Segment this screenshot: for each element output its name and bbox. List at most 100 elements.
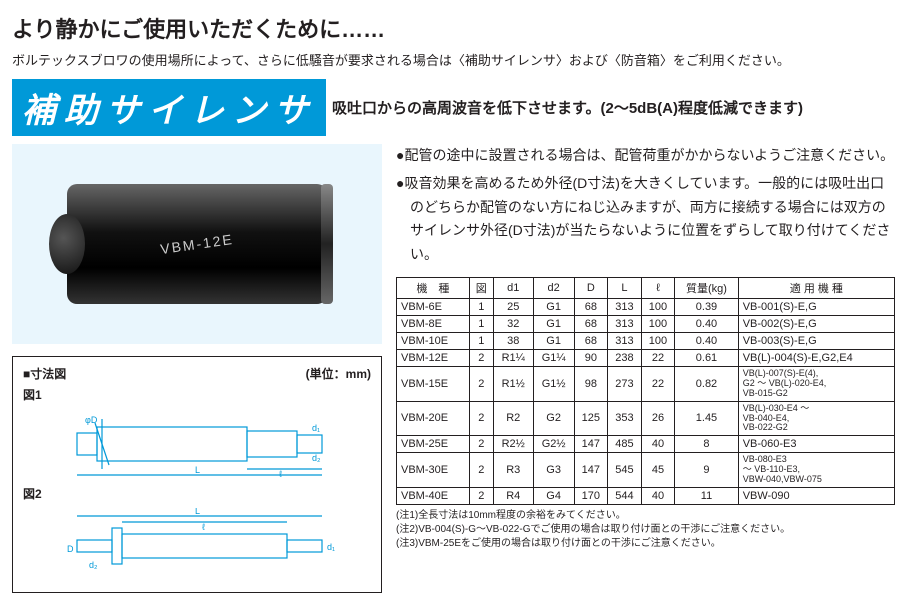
table-cell: 25 xyxy=(493,298,533,315)
table-cell: 11 xyxy=(675,488,738,505)
table-cell: G1 xyxy=(533,332,574,349)
table-cell: VBM-12E xyxy=(397,349,470,366)
svg-text:L: L xyxy=(195,465,200,475)
table-cell: 22 xyxy=(641,349,675,366)
table-cell: 2 xyxy=(469,488,493,505)
table-cell: VB(L)-004(S)-E,G2,E4 xyxy=(738,349,894,366)
bullet-item: ●配管の途中に設置される場合は、配管荷重がかからないようご注意ください。 xyxy=(396,144,895,168)
table-row: VBM-12E2R1¼G1¼90238220.61VB(L)-004(S)-E,… xyxy=(397,349,895,366)
table-cell: VB-003(S)-E,G xyxy=(738,332,894,349)
table-header: 質量(kg) xyxy=(675,277,738,298)
svg-text:D: D xyxy=(67,544,74,554)
table-cell: 2 xyxy=(469,436,493,453)
table-cell: VBM-40E xyxy=(397,488,470,505)
table-cell: 2 xyxy=(469,366,493,401)
table-cell: 38 xyxy=(493,332,533,349)
table-row: VBM-15E2R1½G1½98273220.82VB(L)-007(S)-E(… xyxy=(397,366,895,401)
note-line: (注2)VB-004(S)-G〜VB-022-Gでご使用の場合は取り付け面との干… xyxy=(396,523,895,537)
table-cell: VB(L)-030-E4 〜VB-040-E4,VB-022-G2 xyxy=(738,401,894,436)
table-cell: 2 xyxy=(469,349,493,366)
section-badge: 補助サイレンサ xyxy=(12,79,326,136)
product-label: VBM-12E xyxy=(159,231,234,257)
table-cell: 545 xyxy=(608,453,642,488)
table-cell: 238 xyxy=(608,349,642,366)
table-cell: G3 xyxy=(533,453,574,488)
table-cell: 2 xyxy=(469,453,493,488)
table-header: 適 用 機 種 xyxy=(738,277,894,298)
table-cell: G1 xyxy=(533,315,574,332)
table-cell: 544 xyxy=(608,488,642,505)
section-subhead: 吸吐口からの高周波音を低下させます。(2〜5dB(A)程度低減できます) xyxy=(332,97,803,118)
svg-text:d₁: d₁ xyxy=(327,542,335,552)
table-row: VBM-6E125G1683131000.39VB-001(S)-E,G xyxy=(397,298,895,315)
table-cell: 313 xyxy=(608,315,642,332)
table-cell: 147 xyxy=(574,436,608,453)
table-header: 機 種 xyxy=(397,277,470,298)
table-cell: VBM-10E xyxy=(397,332,470,349)
table-cell: 98 xyxy=(574,366,608,401)
bullet-item: ●吸音効果を高めるため外径(D寸法)を大きくしています。一般的には吸吐出口のどち… xyxy=(396,172,895,267)
table-cell: 100 xyxy=(641,332,675,349)
table-cell: 273 xyxy=(608,366,642,401)
table-cell: R1½ xyxy=(493,366,533,401)
table-cell: G2½ xyxy=(533,436,574,453)
svg-text:L: L xyxy=(195,508,200,516)
table-cell: 2 xyxy=(469,401,493,436)
table-cell: 9 xyxy=(675,453,738,488)
table-cell: 147 xyxy=(574,453,608,488)
dimension-header: ■寸法図 xyxy=(23,365,66,382)
table-header: L xyxy=(608,277,642,298)
svg-text:ℓ: ℓ xyxy=(202,522,206,532)
table-cell: VBM-15E xyxy=(397,366,470,401)
product-photo: VBM-12E xyxy=(12,144,382,344)
fig1-label: 図1 xyxy=(23,386,371,403)
table-cell: 68 xyxy=(574,315,608,332)
table-cell: 125 xyxy=(574,401,608,436)
table-cell: 100 xyxy=(641,298,675,315)
note-line: (注1)全長寸法は10mm程度の余裕をみてください。 xyxy=(396,509,895,523)
table-cell: 1 xyxy=(469,298,493,315)
table-cell: 0.82 xyxy=(675,366,738,401)
table-cell: R2 xyxy=(493,401,533,436)
table-cell: VB-060-E3 xyxy=(738,436,894,453)
table-cell: 22 xyxy=(641,366,675,401)
table-cell: VBM-30E xyxy=(397,453,470,488)
table-cell: VB-080-E3〜 VB-110-E3,VBW-040,VBW-075 xyxy=(738,453,894,488)
table-cell: 8 xyxy=(675,436,738,453)
table-row: VBM-10E138G1683131000.40VB-003(S)-E,G xyxy=(397,332,895,349)
svg-text:ℓ: ℓ xyxy=(279,469,283,479)
svg-text:d₂: d₂ xyxy=(89,560,98,570)
svg-text:d₁: d₁ xyxy=(312,423,320,433)
table-cell: 26 xyxy=(641,401,675,436)
table-cell: 0.61 xyxy=(675,349,738,366)
diagram-2: L ℓ D d₂ d₁ xyxy=(23,508,371,578)
table-cell: G4 xyxy=(533,488,574,505)
fig2-label: 図2 xyxy=(23,485,371,502)
page-title: より静かにご使用いただくために…… xyxy=(12,12,895,44)
table-cell: 32 xyxy=(493,315,533,332)
table-cell: R3 xyxy=(493,453,533,488)
table-cell: VBM-8E xyxy=(397,315,470,332)
bullet-list: ●配管の途中に設置される場合は、配管荷重がかからないようご注意ください。 ●吸音… xyxy=(396,144,895,267)
table-cell: 68 xyxy=(574,298,608,315)
table-header: 図 xyxy=(469,277,493,298)
table-cell: 40 xyxy=(641,488,675,505)
table-cell: 0.39 xyxy=(675,298,738,315)
table-row: VBM-40E2R4G41705444011VBW-090 xyxy=(397,488,895,505)
table-cell: 45 xyxy=(641,453,675,488)
table-cell: 313 xyxy=(608,298,642,315)
table-cell: VBM-25E xyxy=(397,436,470,453)
table-row: VBM-8E132G1683131000.40VB-002(S)-E,G xyxy=(397,315,895,332)
note-line: (注3)VBM-25Eをご使用の場合は取り付け面との干渉にご注意ください。 xyxy=(396,537,895,551)
table-cell: 90 xyxy=(574,349,608,366)
table-cell: 313 xyxy=(608,332,642,349)
table-row: VBM-25E2R2½G2½147485408VB-060-E3 xyxy=(397,436,895,453)
table-cell: 1 xyxy=(469,315,493,332)
table-cell: VB-002(S)-E,G xyxy=(738,315,894,332)
table-notes: (注1)全長寸法は10mm程度の余裕をみてください。 (注2)VB-004(S)… xyxy=(396,509,895,551)
table-cell: VB(L)-007(S)-E(4),G2 〜 VB(L)-020-E4,VB-0… xyxy=(738,366,894,401)
table-cell: 100 xyxy=(641,315,675,332)
table-cell: 40 xyxy=(641,436,675,453)
table-cell: VB-001(S)-E,G xyxy=(738,298,894,315)
table-cell: VBM-20E xyxy=(397,401,470,436)
